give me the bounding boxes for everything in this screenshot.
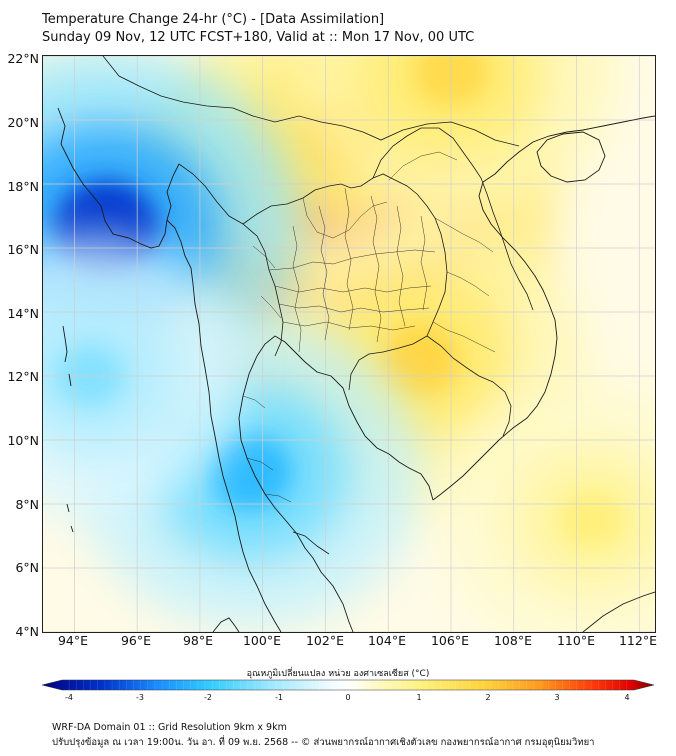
temperature-change-map: [43, 56, 655, 632]
lon-label-98e: 98°E: [182, 633, 214, 648]
border-thailand-laos: [242, 173, 448, 337]
map-title: Temperature Change 24-hr (°C) - [Data As…: [42, 12, 385, 27]
lat-label-22n: 22°N: [7, 51, 39, 66]
lon-label-110e: 110°E: [556, 633, 595, 648]
lon-label-94e: 94°E: [57, 633, 89, 648]
lon-label-96e: 96°E: [120, 633, 152, 648]
lat-label-18n: 18°N: [7, 179, 39, 194]
colorbar-tick-4: 4: [624, 693, 630, 702]
lat-label-16n: 16°N: [7, 242, 39, 257]
lat-label-4n: 4°N: [15, 624, 39, 639]
coastline-tanintharyi: [166, 219, 236, 517]
lat-label-12n: 12°N: [7, 369, 39, 384]
graticule: [43, 56, 655, 632]
coastline-borneo: [582, 591, 655, 632]
colorbar-gradient: [41, 679, 655, 691]
lon-label-112e: 112°E: [618, 633, 657, 648]
lon-label-108e: 108°E: [493, 633, 532, 648]
colorbar-tick-2: 2: [485, 693, 491, 702]
lat-label-10n: 10°N: [7, 433, 39, 448]
border-myanmar-thailand: [178, 163, 284, 357]
colorbar-steps: [68, 680, 628, 690]
coastline-myanmar-west: [57, 107, 180, 249]
footer-model-info: WRF-DA Domain 01 :: Grid Resolution 9km …: [52, 722, 287, 733]
colorbar-tick-3: 3: [554, 693, 560, 702]
coastline-andaman-islands: [62, 325, 72, 387]
coastline-peninsula-west: [234, 515, 282, 632]
colorbar: [41, 679, 655, 691]
colorbar-tick-minus2: -2: [204, 693, 212, 702]
colorbar-tick-1: 1: [416, 693, 422, 702]
lon-label-102e: 102°E: [305, 633, 344, 648]
lat-label-6n: 6°N: [15, 560, 39, 575]
lat-label-8n: 8°N: [15, 497, 39, 512]
border-thailand-malaysia: [292, 531, 330, 555]
colorbar-tick-minus1: -1: [275, 693, 283, 702]
coastline-hainan: [536, 131, 606, 183]
lon-label-106e: 106°E: [430, 633, 469, 648]
coastlines-and-borders: [57, 107, 655, 632]
border-myanmar-north: [102, 56, 234, 109]
colorbar-tick-minus3: -3: [136, 693, 144, 702]
lat-label-20n: 20°N: [7, 115, 39, 130]
map-panel: [42, 55, 656, 633]
coastline-peninsula-east: [238, 355, 354, 632]
coastline-sumatra: [212, 617, 240, 632]
border-china: [232, 107, 520, 147]
lon-label-100e: 100°E: [242, 633, 281, 648]
coastline-gulf-of-tonkin: [482, 115, 655, 183]
colorbar-title: อุณหภูมิเปลี่ยนแปลง หน่วย องศาเซลเซียส (…: [246, 669, 430, 679]
anomaly-warm-south-china-sea-layer-2: [559, 490, 626, 550]
coastline-gulf-of-thailand: [256, 335, 434, 501]
border-laos-vietnam: [372, 127, 534, 311]
colorbar-tick-minus4: -4: [65, 693, 73, 702]
admin-borders: [102, 56, 534, 555]
province-borders: [242, 151, 496, 503]
border-thailand-cambodia: [348, 335, 428, 391]
border-cambodia-vietnam: [426, 335, 512, 437]
map-subtitle: Sunday 09 Nov, 12 UTC FCST+180, Valid at…: [42, 30, 475, 45]
temperature-field: [43, 56, 655, 632]
colorbar-tick-0: 0: [345, 693, 351, 702]
coastline-nicobar-islands: [66, 503, 74, 533]
lat-label-14n: 14°N: [7, 306, 39, 321]
coastline-mekong-delta: [432, 181, 558, 501]
anomaly-warm-cambodia-layer-2: [380, 324, 459, 396]
footer-credit: ปรับปรุงข้อมูล ณ เวลา 19:00น. วัน อา. ที…: [52, 737, 595, 748]
anomaly-cold-gulf-of-thailand-peninsula-layer-2: [208, 434, 292, 510]
lon-label-104e: 104°E: [367, 633, 406, 648]
